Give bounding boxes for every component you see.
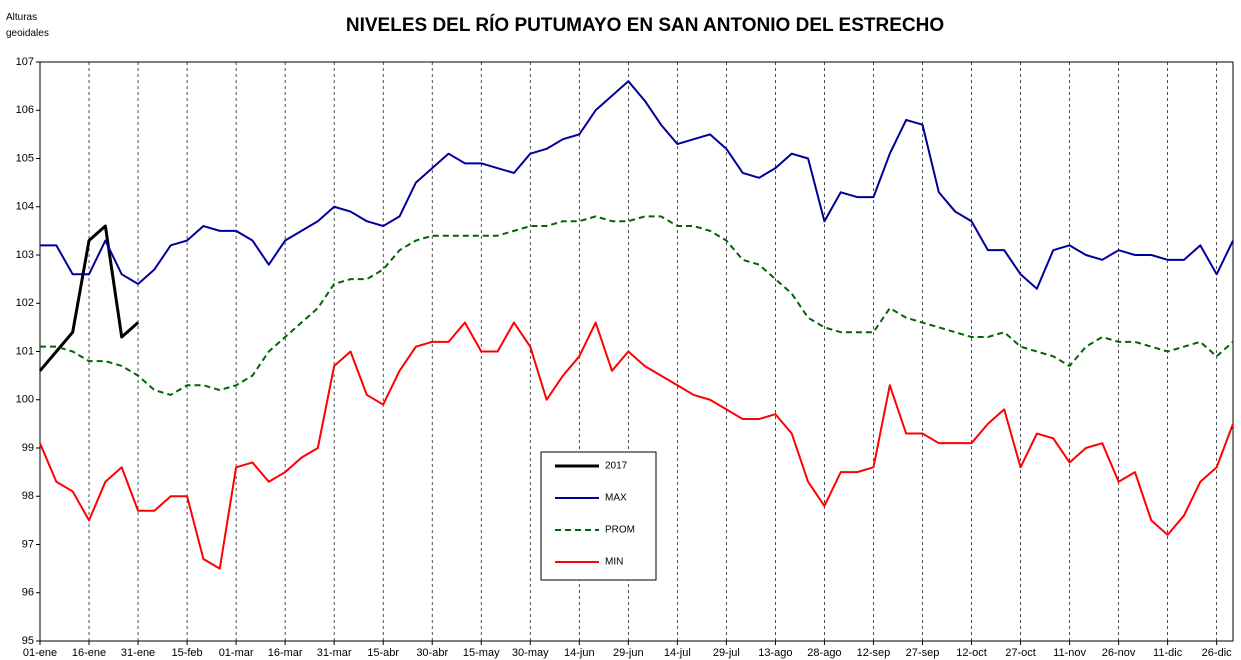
- y-tick-label: 97: [22, 538, 34, 550]
- x-tick-label: 12-oct: [956, 647, 987, 659]
- y-tick-label: 105: [16, 152, 34, 164]
- x-tick-label: 31-mar: [317, 647, 352, 659]
- legend-label: MIN: [605, 557, 623, 568]
- y-tick-label: 100: [16, 394, 34, 406]
- x-tick-label: 31-ene: [121, 647, 155, 659]
- x-tick-label: 11-nov: [1053, 647, 1086, 659]
- y-tick-label: 103: [16, 249, 34, 261]
- x-tick-label: 27-oct: [1005, 647, 1036, 659]
- x-tick-label: 15-feb: [171, 647, 202, 659]
- plot-frame: [39, 61, 1234, 642]
- x-tick-label: 01-ene: [23, 647, 57, 659]
- x-tick-label: 30-abr: [416, 647, 448, 659]
- y-tick-label: 98: [22, 490, 34, 502]
- x-tick-label: 30-may: [512, 647, 549, 659]
- y-tick-label: 102: [16, 297, 34, 309]
- y-axis-label: Alturas geoidales: [6, 12, 49, 39]
- x-tick-label: 26-dic: [1202, 647, 1232, 659]
- x-tick-label: 27-sep: [906, 647, 940, 659]
- x-tick-label: 16-mar: [268, 647, 303, 659]
- legend-label: MAX: [605, 493, 627, 504]
- chart-title: NIVELES DEL RÍO PUTUMAYO EN SAN ANTONIO …: [346, 14, 944, 36]
- x-tick-label: 15-abr: [367, 647, 399, 659]
- y-tick-label: 104: [16, 201, 34, 213]
- y-tick-label: 95: [22, 635, 34, 647]
- x-tick-label: 28-ago: [807, 647, 841, 659]
- y-tick-label: 107: [16, 56, 34, 68]
- legend-box: [540, 451, 657, 581]
- series-line: [39, 321, 1234, 570]
- y-tick-label: 99: [22, 442, 34, 454]
- y-tick-label: 101: [16, 345, 34, 357]
- y-tick-label: 106: [16, 104, 34, 116]
- x-tick-label: 01-mar: [219, 647, 254, 659]
- y-tick-label: 96: [22, 587, 34, 599]
- legend-label: 2017: [605, 461, 628, 472]
- legend-label: PROM: [605, 525, 635, 536]
- x-tick-label: 11-dic: [1153, 647, 1183, 659]
- x-tick-label: 13-ago: [758, 647, 792, 659]
- x-tick-label: 29-jun: [613, 647, 644, 659]
- series-line: [38, 224, 140, 372]
- series-line: [40, 80, 1234, 290]
- x-tick-label: 14-jul: [664, 647, 691, 659]
- x-tick-label: 15-may: [463, 647, 500, 659]
- x-tick-label: 16-ene: [72, 647, 106, 659]
- x-tick-label: 26-nov: [1102, 647, 1136, 659]
- x-tick-label: 12-sep: [857, 647, 891, 659]
- x-tick-label: 29-jul: [713, 647, 740, 659]
- series-line: [40, 215, 1234, 396]
- x-tick-label: 14-jun: [564, 647, 595, 659]
